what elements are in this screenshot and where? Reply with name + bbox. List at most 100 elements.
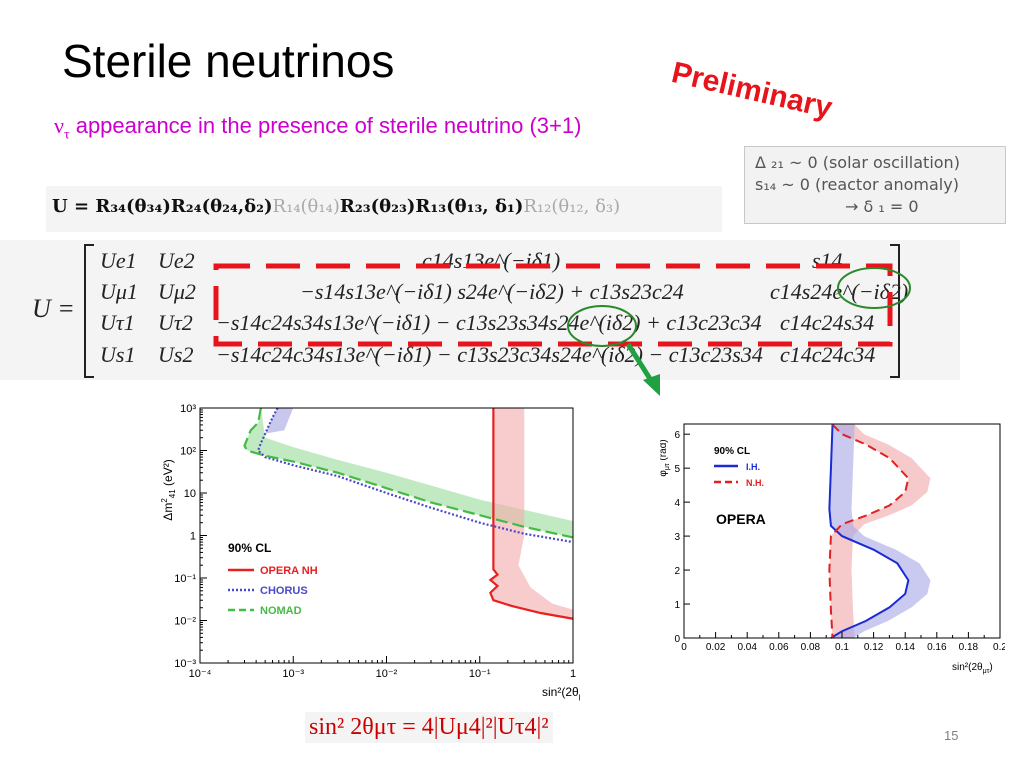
- matrix-left-bracket: [84, 244, 94, 378]
- y-tick-label: 1: [674, 600, 680, 611]
- matrix-cell: s14: [812, 248, 843, 273]
- eq-rotation-gray-1: R₁₄(θ₁₄): [272, 196, 340, 217]
- chart-title: OPERA: [716, 511, 766, 527]
- phase-circle-mu: [837, 267, 911, 309]
- eq-rotation-bold-2: R₂₃(θ₂₃)R₁₃(θ₁₃, δ₁): [339, 196, 524, 217]
- x-tick-label: 0.12: [864, 642, 884, 653]
- opera-shading: [490, 408, 573, 619]
- phase-circle-tau: [567, 305, 637, 347]
- shading-layer: [244, 408, 573, 619]
- matrix-cell: Ue2: [158, 248, 195, 273]
- eq-rotation-gray-2: R₁₂(θ₁₂, δ₃): [523, 196, 621, 217]
- matrix-cell: Uμ1: [100, 279, 138, 304]
- highlight-box: [213, 263, 893, 347]
- x-tick-label: 10⁻²: [376, 668, 398, 680]
- legend: 90% CL I.H. N.H.: [714, 446, 764, 488]
- y-axis-label: φμτ (rad): [660, 439, 671, 476]
- series-layer: [243, 407, 574, 620]
- series-line-opera-nh: [488, 408, 574, 620]
- x-tick-label: 0.18: [959, 642, 979, 653]
- nu-tau-symbol: ντ: [54, 113, 70, 142]
- series-line-nomad: [243, 407, 574, 539]
- legend-label: N.H.: [746, 478, 764, 488]
- legend-label: CHORUS: [260, 585, 308, 597]
- x-tick-label: 0.06: [769, 642, 789, 653]
- matrix-cell: c14s13e^(−iδ1): [422, 248, 561, 273]
- x-axis-label: sin²(2θμτ): [952, 662, 993, 675]
- arrow-head: [643, 374, 660, 396]
- matrix-cell: Us1: [100, 342, 136, 367]
- matrix-lhs: U =: [32, 294, 75, 323]
- matrix-right-bracket: [890, 244, 900, 378]
- shading-layer: [829, 424, 931, 638]
- y-tick-label: 10⁻¹: [174, 573, 196, 585]
- matrix-cell: −s14s13e^(−iδ1) s24e^(−iδ2) + c13s23c24: [300, 279, 684, 304]
- tau-subscript: τ: [63, 127, 70, 143]
- series-line-chorus: [256, 407, 574, 544]
- x-tick-label: 0.1: [835, 642, 849, 653]
- ih-shading: [829, 424, 931, 638]
- x-tick-label: 0.04: [737, 642, 757, 653]
- series-line-nh: [828, 423, 910, 639]
- x-tick-label: 1: [570, 668, 576, 680]
- legend-label: OPERA NH: [260, 565, 318, 577]
- nomad-shading: [244, 408, 573, 538]
- legend-title: 90% CL: [228, 541, 271, 555]
- assumptions-note: Δ ₂₁ ~ 0 (solar oscillation) s₁₄ ~ 0 (re…: [744, 146, 1006, 224]
- chorus-shading: [265, 408, 294, 434]
- x-tick-label: 10⁻⁴: [189, 668, 212, 680]
- y-tick-label: 10⁻²: [174, 616, 196, 628]
- eq-rotation-bold-1: U = R₃₄(θ₃₄)R₂₄(θ₂₄,δ₂): [52, 196, 273, 217]
- x-tick-label: 0: [681, 642, 687, 653]
- x-tick-label: 0.16: [927, 642, 947, 653]
- note-line-delta: → δ ₁ = 0: [845, 197, 919, 216]
- mixing-equation-panel: U = R₃₄(θ₃₄)R₂₄(θ₂₄,δ₂)R₁₄(θ₁₄)R₂₃(θ₂₃)R…: [46, 186, 722, 232]
- subtitle: ντ appearance in the presence of sterile…: [54, 113, 581, 143]
- y-tick-label: 4: [674, 498, 680, 509]
- y-tick-label: 10²: [180, 446, 196, 458]
- slide-title: Sterile neutrinos: [62, 35, 395, 87]
- matrix-cell: Us2: [158, 342, 194, 367]
- nu-symbol: ν: [54, 113, 64, 138]
- matrix-cell: Uμ2: [158, 279, 196, 304]
- y-tick-label: 1: [190, 531, 196, 543]
- ticks-layer: 0 0.02 0.04 0.06 0.08 0.1 0.12 0.14 0.16 0.18 0.2 0…: [674, 430, 1005, 653]
- x-axis-label: sin²(2θμτ): [542, 685, 580, 701]
- y-tick-label: 10⁻³: [174, 658, 196, 670]
- subtitle-text: appearance in the presence of sterile ne…: [69, 113, 582, 138]
- legend-label: NOMAD: [260, 605, 302, 617]
- x-tick-label: 0.14: [895, 642, 915, 653]
- x-tick-label: 10⁻³: [282, 668, 304, 680]
- note-line-solar: Δ ₂₁ ~ 0 (solar oscillation): [755, 153, 960, 172]
- y-axis-label: Δm241 (eV²): [160, 459, 177, 520]
- series-line-ih: [828, 424, 910, 639]
- matrix-cell: c14c24s34: [780, 310, 875, 335]
- x-tick-label: 10⁻¹: [469, 668, 491, 680]
- y-tick-label: 10: [184, 488, 196, 500]
- chart-phi-vs-sin2: 0 0.02 0.04 0.06 0.08 0.1 0.12 0.14 0.16 0.18 0.2 0…: [660, 418, 1005, 680]
- y-tick-label: 0: [674, 634, 680, 645]
- matrix-cell: Uτ1: [100, 310, 135, 335]
- x-tick-label: 0.08: [801, 642, 821, 653]
- y-tick-label: 2: [674, 566, 680, 577]
- legend-label: I.H.: [746, 462, 760, 472]
- arrow-shaft: [625, 342, 655, 384]
- y-tick-label: 5: [674, 464, 680, 475]
- x-tick-label: 0.2: [993, 642, 1005, 653]
- legend-title: 90% CL: [714, 446, 750, 457]
- sin2-formula: sin² 2θμτ = 4|Uμ4|²|Uτ4|²: [305, 712, 553, 743]
- x-tick-label: 0.02: [706, 642, 726, 653]
- matrix-cell: Ue1: [100, 248, 137, 273]
- matrix-cell: −s14c24s34s13e^(−iδ1) − c13s23s34s24e^(i…: [216, 310, 762, 335]
- legend: 90% CL OPERA NH CHORUS NOMAD: [228, 541, 318, 617]
- y-tick-label: 6: [674, 430, 680, 441]
- note-line-reactor: s₁₄ ~ 0 (reactor anomaly): [755, 175, 959, 194]
- series-layer: [828, 423, 910, 639]
- page-number: 15: [944, 728, 959, 743]
- y-tick-label: 10³: [180, 403, 196, 415]
- y-tick-label: 3: [674, 532, 680, 543]
- matrix-cell: Uτ2: [158, 310, 193, 335]
